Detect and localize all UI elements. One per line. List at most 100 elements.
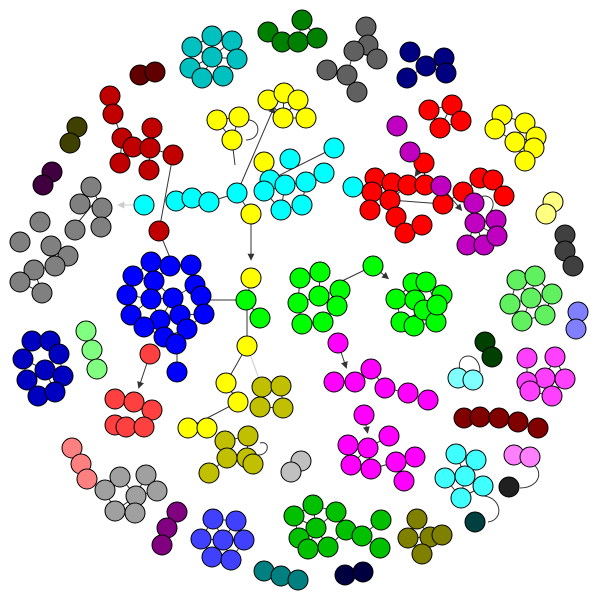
graph-node: [12, 348, 34, 370]
graph-node: [541, 385, 563, 407]
graph-node: [312, 311, 334, 333]
graph-node: [165, 333, 187, 355]
graph-node: [180, 254, 202, 276]
graph-node: [16, 369, 38, 391]
graph-node: [430, 175, 452, 197]
graph-node: [140, 288, 162, 310]
graph-node: [418, 99, 440, 121]
graph-node: [399, 141, 421, 163]
graph-node: [464, 212, 486, 234]
graph-node: [404, 446, 426, 468]
graph-node: [514, 112, 536, 134]
graph-node: [23, 259, 45, 281]
graph-node: [240, 267, 262, 289]
graph-node: [295, 107, 317, 129]
graph-node: [206, 109, 228, 131]
graph-node: [240, 203, 262, 225]
graph-node: [116, 284, 138, 306]
graph-node: [176, 318, 198, 340]
graph-node: [270, 375, 292, 397]
graph-node: [135, 464, 157, 486]
graph-node: [235, 289, 257, 311]
silver-pair: [280, 450, 312, 483]
graph-node: [340, 454, 362, 476]
graph-node: [253, 151, 275, 173]
graph-node: [378, 425, 400, 447]
graph-node: [94, 479, 116, 501]
graph-node: [520, 287, 542, 309]
purple-cluster-bottom: [151, 501, 188, 556]
graph-node: [415, 271, 437, 293]
graph-node: [355, 16, 377, 38]
graph-node: [99, 85, 121, 107]
graph-node: [48, 343, 70, 365]
cyan-cluster-right: [434, 443, 494, 509]
graph-node: [140, 251, 162, 273]
graph-node: [386, 115, 408, 137]
graph-node: [353, 404, 375, 426]
graph-node: [291, 313, 313, 335]
graph-node: [397, 382, 419, 404]
olive-pair-left: [59, 116, 88, 154]
graph-node: [308, 285, 330, 307]
graph-node: [75, 320, 97, 342]
graph-node: [133, 194, 155, 216]
graph-node: [317, 536, 339, 558]
graph-node: [431, 524, 453, 546]
graph-node: [91, 197, 113, 219]
graph-node: [9, 271, 31, 293]
graph-node: [76, 468, 98, 490]
graph-node: [488, 407, 510, 429]
graph-node: [198, 191, 220, 213]
graph-node: [287, 569, 309, 591]
olive-yellow-cluster: [198, 375, 294, 484]
graph-node: [361, 181, 383, 203]
graph-node: [498, 476, 520, 498]
graph-node: [426, 294, 448, 316]
graph-node: [415, 55, 437, 77]
graph-node: [344, 371, 366, 393]
graph-node: [34, 359, 56, 381]
graph-node: [237, 425, 259, 447]
graph-node: [462, 369, 484, 391]
graph-node: [9, 231, 31, 253]
graph-node: [287, 89, 309, 111]
graph-node: [236, 335, 258, 357]
graph-node: [198, 462, 220, 484]
graph-node: [336, 64, 358, 86]
graph-node: [104, 500, 126, 522]
green-cluster-top: [257, 9, 328, 53]
graph-node: [32, 174, 54, 196]
graph-node: [394, 222, 416, 244]
magenta-cluster-right: [516, 346, 576, 407]
graph-node: [272, 397, 294, 419]
green-cluster-bottom: [283, 494, 392, 560]
pale-yellow-pair: [535, 191, 564, 225]
graph-node: [297, 538, 319, 560]
graph-node: [535, 203, 557, 225]
graph-node: [122, 265, 144, 287]
indigo-cluster-bottom: [190, 508, 255, 571]
graph-node: [385, 451, 407, 473]
dark-gray-cluster-right: [554, 224, 584, 277]
graph-node: [413, 152, 435, 174]
graph-node: [305, 517, 327, 539]
graph-node: [507, 411, 529, 433]
blue-cluster-center: [116, 251, 215, 383]
graph-node: [370, 509, 392, 531]
graph-edge: [271, 147, 335, 180]
self-loop-edge: [257, 442, 268, 456]
graph-node: [86, 358, 108, 380]
graph-node: [393, 470, 415, 492]
graph-node: [484, 118, 506, 140]
graph-node: [519, 380, 541, 402]
graph-node: [280, 461, 302, 483]
graph-node: [225, 510, 247, 532]
navy-pair-bottom: [334, 561, 374, 586]
graph-node: [274, 174, 296, 196]
graph-node: [445, 443, 467, 465]
graph-node: [177, 417, 199, 439]
graph-node: [143, 270, 165, 292]
graph-node: [115, 416, 137, 438]
